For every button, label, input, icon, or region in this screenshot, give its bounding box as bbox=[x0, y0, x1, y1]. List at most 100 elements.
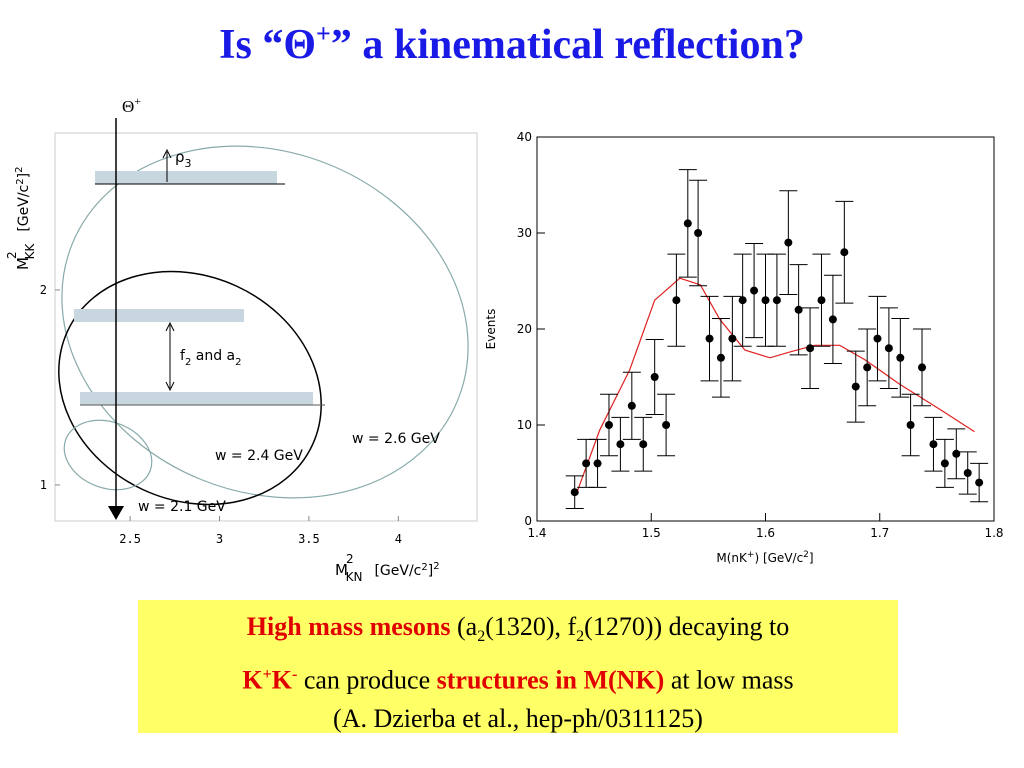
x-axis-label: M2 KN [GeV/c2]2 bbox=[335, 552, 440, 584]
arrow-head bbox=[165, 321, 175, 392]
point bbox=[639, 440, 648, 449]
annotation: w = 2.4 GeV bbox=[215, 448, 303, 464]
annotation-part: 2 bbox=[235, 357, 241, 368]
y-tick-label: 10 bbox=[517, 418, 532, 432]
caption-run: K bbox=[242, 665, 263, 695]
label-part: 2 bbox=[803, 550, 809, 560]
annotation-part: f bbox=[180, 348, 186, 364]
point bbox=[975, 478, 984, 487]
ellipse-w26 bbox=[61, 145, 469, 499]
caption-run: - bbox=[291, 666, 298, 684]
label-part: ) [GeV/c bbox=[754, 551, 803, 565]
y-tick-label: 20 bbox=[517, 322, 532, 336]
label-part: KN bbox=[346, 570, 363, 584]
band bbox=[80, 392, 313, 405]
label-part: + bbox=[747, 550, 755, 560]
label-part: 2 bbox=[421, 562, 427, 573]
title: Is “Θ+” a kinematical reflection? bbox=[219, 19, 805, 68]
label-part: ] bbox=[16, 173, 32, 178]
point bbox=[863, 363, 872, 372]
annotation-part: ρ bbox=[175, 148, 185, 166]
x-tick-label: 3 bbox=[216, 532, 223, 546]
caption-run: at low mass bbox=[664, 665, 794, 695]
point bbox=[817, 296, 826, 305]
y-tick-label: 2 bbox=[40, 283, 47, 297]
y-tick-label: 40 bbox=[517, 130, 532, 144]
point bbox=[683, 219, 692, 228]
band bbox=[95, 171, 277, 184]
caption-line: K+K- can produce structures in M(NK) at … bbox=[138, 656, 898, 700]
caption-run: structures in M(NK) bbox=[436, 665, 665, 695]
x-tick-label: 1.6 bbox=[756, 526, 775, 540]
annotation: Θ+ bbox=[122, 94, 141, 116]
point bbox=[963, 469, 972, 477]
x-tick-label: 3.5 bbox=[298, 532, 320, 546]
point bbox=[761, 296, 770, 305]
y-tick-label: 0 bbox=[524, 514, 532, 528]
point bbox=[918, 363, 927, 372]
label-part: 2 bbox=[433, 561, 439, 572]
annotation: w = 2.6 GeV bbox=[352, 431, 440, 447]
point bbox=[851, 382, 860, 391]
point bbox=[705, 334, 714, 343]
fit-line bbox=[576, 277, 975, 493]
label-part: KK bbox=[23, 243, 37, 260]
label-part: M bbox=[14, 257, 32, 270]
point bbox=[694, 229, 703, 237]
annotation-part: 3 bbox=[185, 157, 192, 170]
point bbox=[627, 401, 636, 410]
annotation: w = 2.1 GeV bbox=[138, 499, 226, 515]
caption-run: 2 bbox=[576, 628, 585, 646]
caption-run: (1270)) decaying to bbox=[584, 612, 790, 641]
point bbox=[570, 488, 579, 497]
point bbox=[840, 248, 849, 257]
annotation-part: 2 bbox=[185, 357, 191, 368]
point bbox=[884, 344, 893, 353]
annotation-part: and a bbox=[191, 348, 235, 364]
point bbox=[896, 353, 905, 362]
y-tick-label: 1 bbox=[40, 478, 47, 492]
frame bbox=[54, 132, 478, 522]
point bbox=[616, 440, 625, 449]
caption-box: High mass mesons (a2(1320), f2(1270)) de… bbox=[138, 600, 898, 733]
x-axis-label: M(nK+) [GeV/c2] bbox=[716, 550, 813, 565]
point bbox=[940, 459, 949, 468]
annotation: f2 and a2 bbox=[180, 348, 242, 368]
label-part: 2 bbox=[346, 552, 354, 566]
x-tick-label: 1.7 bbox=[870, 526, 889, 540]
label-part: M bbox=[335, 561, 348, 579]
label-part: ] bbox=[809, 551, 814, 565]
caption-run: (a bbox=[450, 612, 478, 641]
label-part: ] bbox=[428, 563, 433, 579]
label-part: 2 bbox=[14, 167, 25, 173]
label-part: 2 bbox=[15, 178, 26, 184]
annotation-part: + bbox=[134, 94, 141, 108]
point bbox=[772, 296, 781, 305]
point bbox=[794, 305, 803, 314]
label-part: M(nK bbox=[716, 551, 748, 565]
y-axis-label: Events bbox=[484, 309, 498, 350]
point bbox=[582, 459, 591, 468]
band bbox=[74, 309, 244, 322]
title-part: ” a kinematical reflection? bbox=[331, 22, 805, 68]
x-tick-label: 1.4 bbox=[527, 526, 546, 540]
point bbox=[906, 421, 915, 429]
point bbox=[952, 449, 961, 458]
point bbox=[828, 315, 837, 324]
point bbox=[738, 296, 747, 305]
point bbox=[672, 296, 681, 305]
x-tick-label: 2.5 bbox=[119, 532, 141, 546]
point bbox=[604, 421, 613, 429]
title-part: Is “Θ bbox=[219, 22, 316, 68]
arrow-head bbox=[162, 148, 172, 159]
label-part: [GeV/c bbox=[16, 185, 32, 232]
point bbox=[806, 344, 815, 353]
label-part: [GeV/c bbox=[374, 563, 421, 579]
x-tick-label: 1.5 bbox=[642, 526, 661, 540]
caption-run: + bbox=[262, 666, 272, 684]
point bbox=[929, 440, 938, 449]
point bbox=[750, 286, 759, 295]
point bbox=[728, 334, 737, 343]
point bbox=[650, 373, 659, 381]
